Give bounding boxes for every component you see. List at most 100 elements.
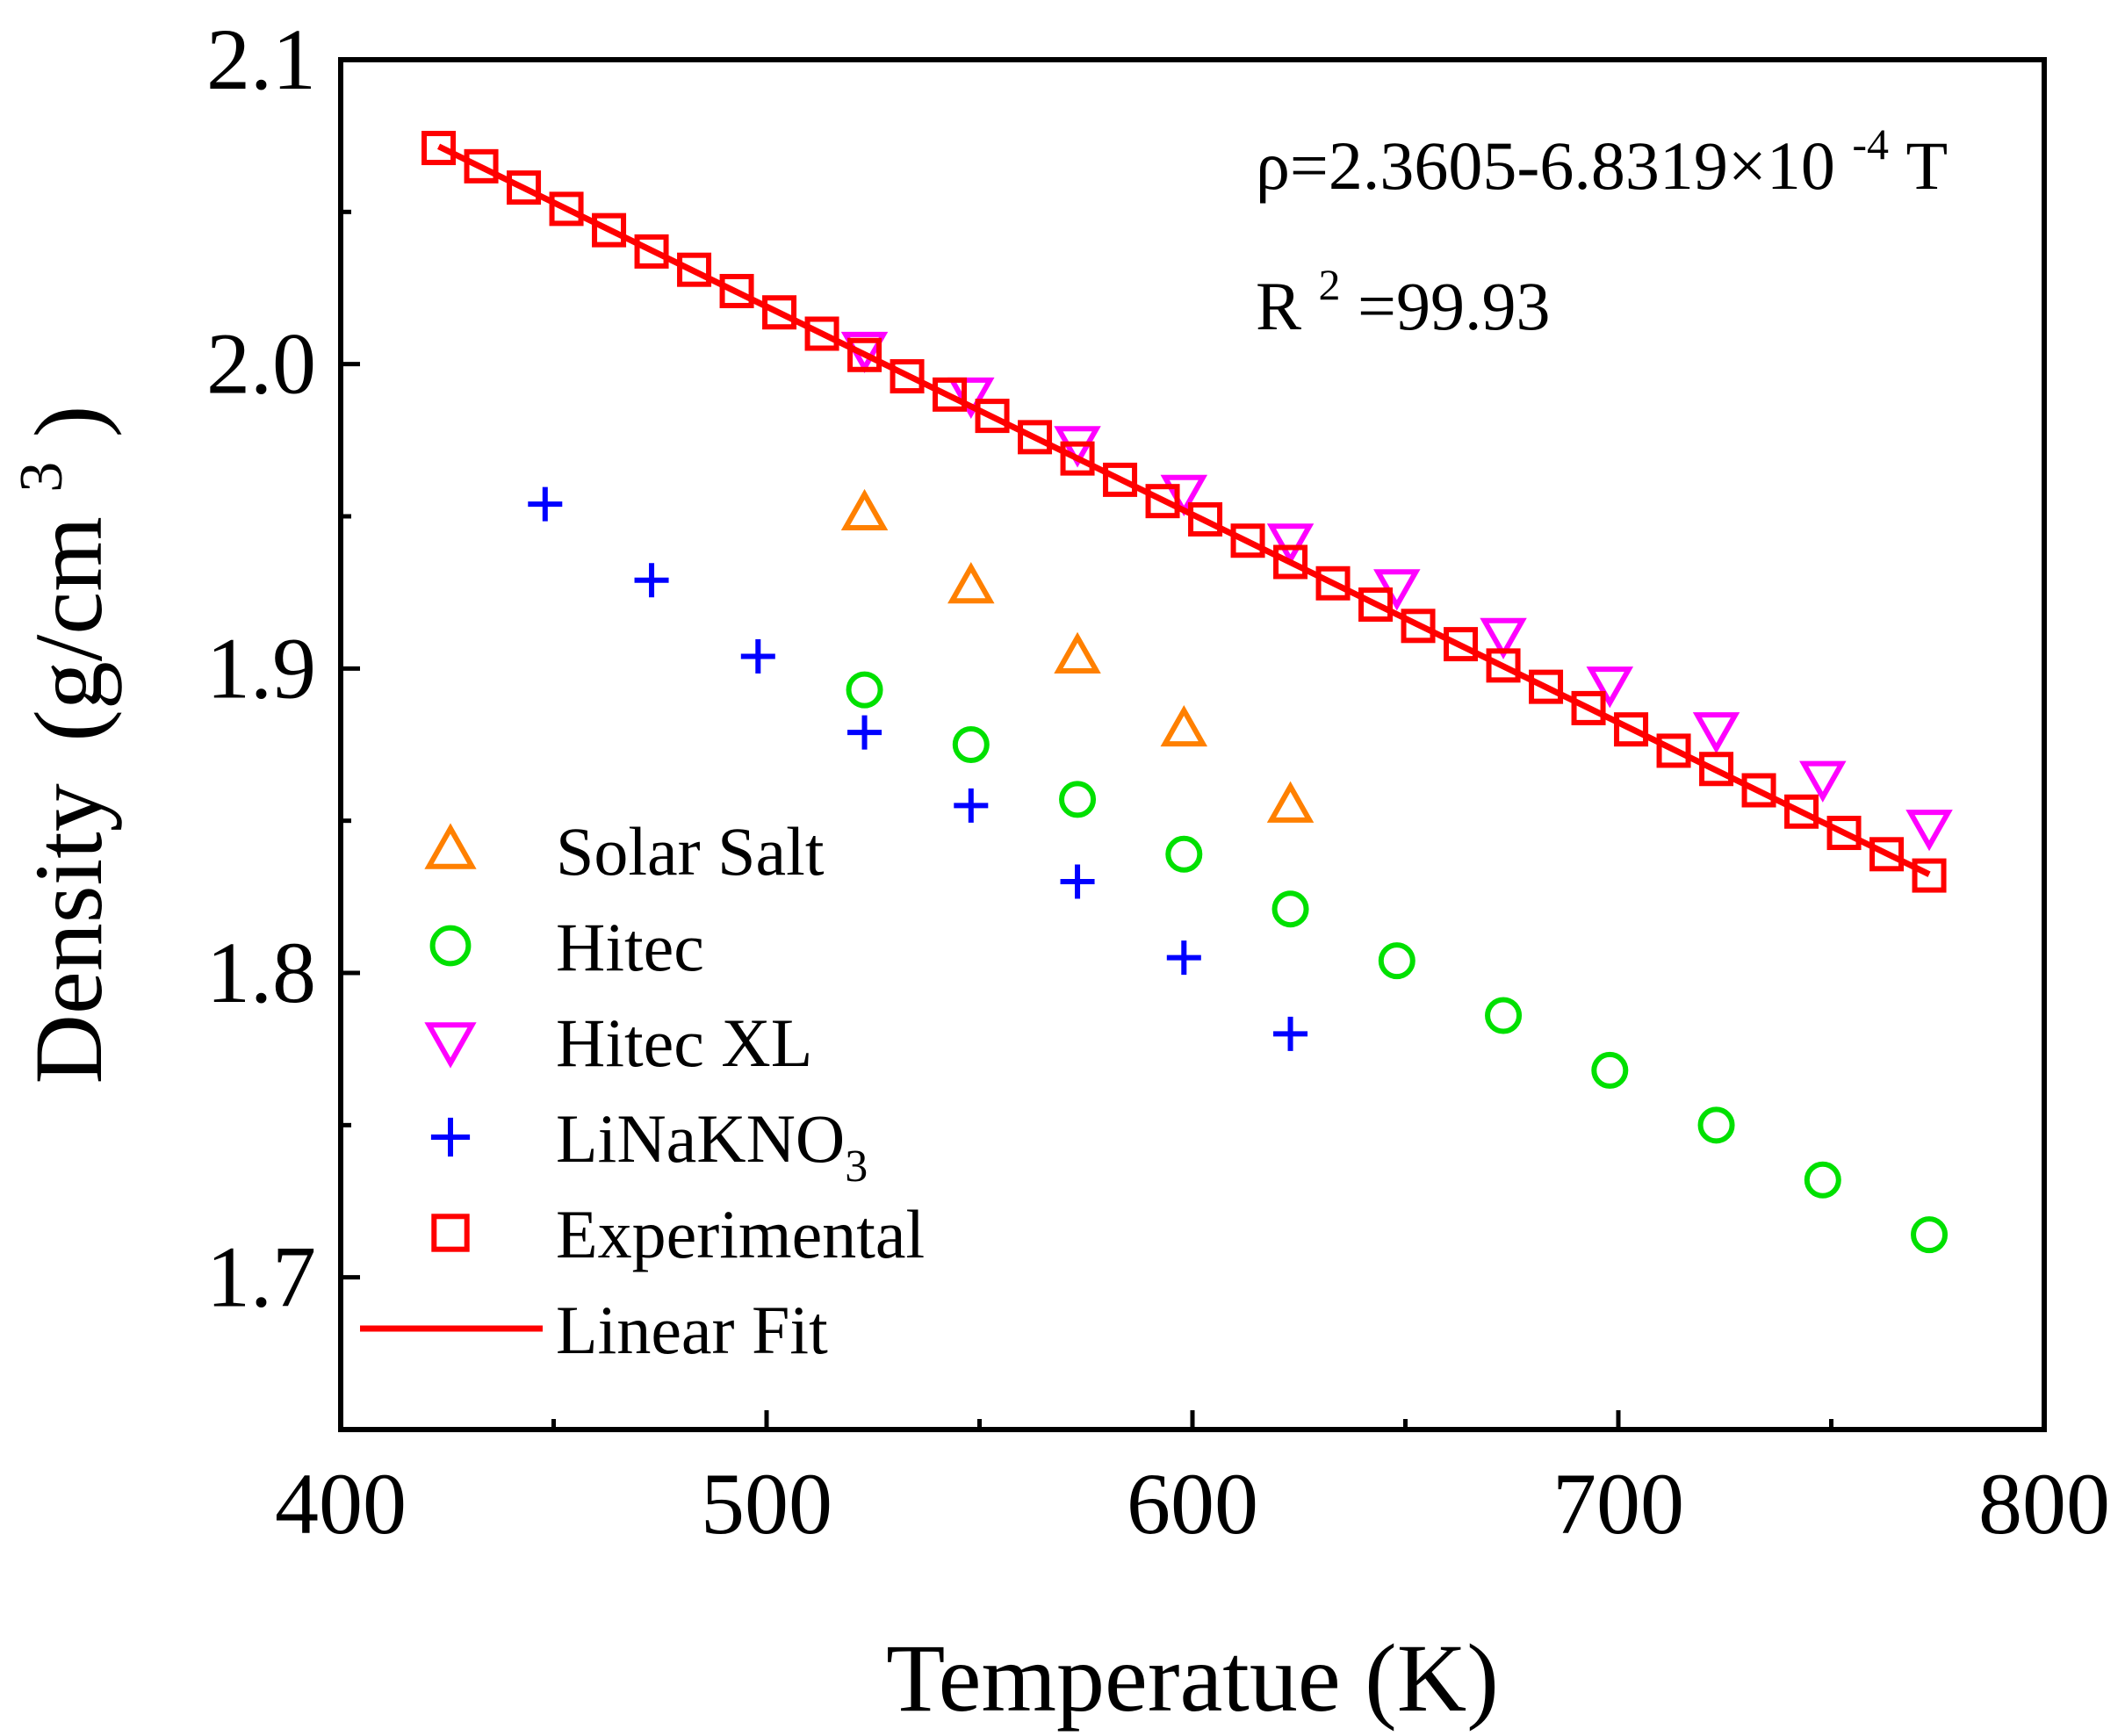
series-solar-salt [840,488,1315,823]
legend-marker [424,1022,477,1069]
y-tick-label: 2.1 [206,11,316,108]
data-point [952,726,990,763]
series-experimental [421,131,1947,893]
data-point [1799,760,1847,803]
y-axis-label-main: Density [15,783,122,1084]
data-point [1692,712,1740,754]
fit-equation-variable: T [1906,127,1949,204]
legend-item: Linear Fit [360,1292,828,1368]
data-point [634,563,669,598]
data-point [1586,666,1634,709]
data-point [846,671,883,709]
y-axis-label-unit-exponent: 3 [8,462,76,493]
data-point [1165,835,1203,873]
data-point [719,273,754,308]
data-point [1266,523,1315,565]
plot-layer [421,131,1953,1254]
fit-equation: ρ=2.3605-6.8319×10 -4 T [1256,97,1948,204]
data-point [1378,942,1415,980]
data-point [1804,1161,1841,1199]
x-tick-label: 600 [1127,1455,1258,1552]
data-point [740,638,775,674]
data-point [1480,617,1527,659]
x-axis-ticks: 400 500 600 700 800 [275,1410,2110,1552]
linear-fit-line [437,143,1931,877]
series-linakno3 [528,486,1308,1051]
data-point [1741,773,1776,808]
legend: Solar Salt Hitec Hitec XL LiNaKNO3Experimen… [360,813,925,1368]
data-point [1054,631,1101,674]
data-point [1166,940,1201,976]
data-point [1103,462,1138,497]
data-point [847,337,882,372]
data-point [1571,690,1606,725]
fit-equation-main: ρ=2.3605-6.8319×10 [1256,127,1835,204]
r-squared: R 2 =99.93 [1256,238,1551,344]
data-point [933,377,968,412]
x-axis-label: Temperatue (K) [886,1624,1499,1732]
data-point [1485,997,1523,1034]
legend-label: Linear Fit [556,1292,828,1368]
data-point [947,377,995,420]
data-point [804,316,839,351]
y-axis-label-unit-close: ) [15,406,122,438]
fit-equation-exponent: -4 [1852,119,1889,169]
data-point [1266,781,1315,823]
legend-item: Hitec XL [424,1005,812,1081]
data-point [1697,1106,1735,1144]
data-point [762,295,797,330]
data-point [1614,712,1649,747]
data-point [1699,752,1734,787]
data-point [421,131,457,166]
y-tick-label: 1.8 [206,924,316,1021]
data-point [954,788,989,823]
data-point [1060,441,1095,476]
legend-label: Hitec XL [556,1005,812,1081]
data-point [1315,565,1351,601]
data-point [677,252,712,287]
data-point [1529,669,1564,704]
series-hitec [846,671,1949,1254]
data-point [1656,733,1691,768]
data-point [634,234,669,269]
data-point [1160,704,1208,747]
data-point [464,148,499,184]
data-point [549,191,584,227]
data-point [1188,501,1223,537]
legend-marker [424,823,477,869]
legend-label: LiNaKNO3 [556,1100,868,1192]
data-point [1060,864,1095,899]
data-point [592,212,627,248]
r-squared-exponent: 2 [1319,260,1341,309]
data-point [1912,858,1947,893]
r-squared-value: =99.93 [1358,268,1551,344]
data-point [1018,420,1053,455]
data-point [840,488,889,531]
data-point [1826,816,1862,851]
data-point [507,170,542,205]
data-point [1486,648,1521,683]
data-point [1911,1216,1949,1254]
legend-item: Hitec [429,909,704,985]
legend-label: Solar Salt [556,813,825,890]
data-point [1273,544,1308,580]
legend-marker [430,1117,471,1157]
y-tick-label: 1.7 [206,1228,316,1326]
series-hitec-xl [840,331,1953,852]
data-point [1059,781,1097,818]
data-point [975,399,1010,434]
y-axis-label-unit: (g/cm [15,516,122,742]
legend-item: Solar Salt [424,813,825,890]
legend-marker [431,1214,470,1252]
legend-label: Hitec [556,909,704,985]
data-point [1230,523,1265,558]
data-point [1273,1016,1308,1051]
data-point [528,486,563,522]
data-point [1401,609,1436,644]
data-point [1358,587,1394,623]
data-point [847,715,882,750]
data-point [947,562,995,604]
y-axis-ticks: 1.7 1.8 1.9 2.0 2.1 [206,11,360,1326]
data-point [890,359,925,394]
